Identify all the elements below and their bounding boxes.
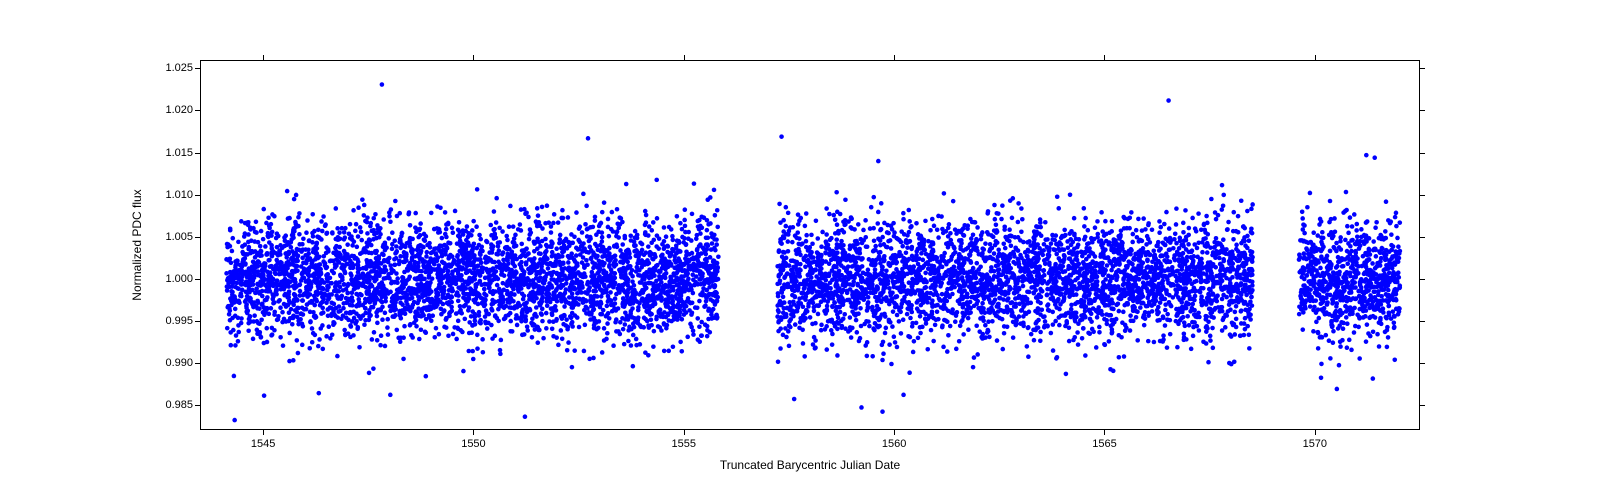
y-tick-label: 0.985: [155, 399, 193, 411]
y-tick-label: 0.995: [155, 315, 193, 327]
y-tick-label: 1.000: [155, 273, 193, 285]
plot-area: [200, 60, 1420, 430]
scatter-chart: Truncated Barycentric Julian Date Normal…: [0, 0, 1600, 500]
scatter-points: [201, 61, 1421, 431]
y-tick-label: 0.990: [155, 357, 193, 369]
x-tick-label: 1545: [251, 438, 275, 450]
y-tick-label: 1.015: [155, 147, 193, 159]
x-tick-label: 1560: [882, 438, 906, 450]
y-axis-label: Normalized PDC flux: [130, 189, 144, 300]
x-tick-label: 1550: [461, 438, 485, 450]
x-tick-label: 1555: [672, 438, 696, 450]
x-tick-label: 1570: [1303, 438, 1327, 450]
y-tick-label: 1.025: [155, 62, 193, 74]
y-tick-label: 1.020: [155, 104, 193, 116]
x-axis-label: Truncated Barycentric Julian Date: [720, 458, 900, 472]
x-tick-label: 1565: [1092, 438, 1116, 450]
y-tick-label: 1.005: [155, 231, 193, 243]
y-tick-label: 1.010: [155, 189, 193, 201]
